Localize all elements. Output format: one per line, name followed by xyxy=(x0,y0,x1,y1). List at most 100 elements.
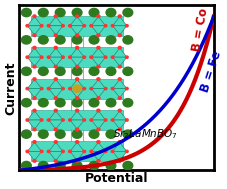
Circle shape xyxy=(55,161,65,170)
Circle shape xyxy=(61,150,64,153)
Polygon shape xyxy=(27,80,41,89)
Circle shape xyxy=(33,65,36,68)
Circle shape xyxy=(68,119,71,121)
Circle shape xyxy=(89,150,92,153)
Circle shape xyxy=(61,56,64,58)
Polygon shape xyxy=(70,26,84,35)
Circle shape xyxy=(21,130,31,138)
Circle shape xyxy=(96,128,99,131)
Circle shape xyxy=(75,160,78,162)
Polygon shape xyxy=(91,120,105,129)
Circle shape xyxy=(118,160,121,162)
Circle shape xyxy=(38,67,48,75)
Circle shape xyxy=(33,128,36,131)
Circle shape xyxy=(89,130,99,138)
Circle shape xyxy=(96,34,99,36)
Polygon shape xyxy=(91,48,105,57)
Polygon shape xyxy=(91,80,105,89)
Circle shape xyxy=(75,46,78,49)
Circle shape xyxy=(33,141,36,143)
Circle shape xyxy=(54,78,57,81)
Circle shape xyxy=(104,25,106,27)
Y-axis label: Current: Current xyxy=(4,61,17,115)
Circle shape xyxy=(89,88,92,90)
Circle shape xyxy=(82,88,85,90)
Circle shape xyxy=(104,119,106,121)
Polygon shape xyxy=(49,26,63,35)
Circle shape xyxy=(26,150,29,153)
Polygon shape xyxy=(27,89,41,98)
Circle shape xyxy=(111,88,114,90)
Circle shape xyxy=(47,150,50,153)
Circle shape xyxy=(47,25,50,27)
Polygon shape xyxy=(49,142,63,151)
Polygon shape xyxy=(70,151,84,160)
Circle shape xyxy=(89,99,99,107)
Polygon shape xyxy=(112,48,126,57)
X-axis label: Potential: Potential xyxy=(84,172,147,185)
Circle shape xyxy=(40,150,43,153)
Circle shape xyxy=(68,150,71,153)
Text: B = Fe: B = Fe xyxy=(197,49,223,94)
Circle shape xyxy=(96,109,99,112)
Circle shape xyxy=(75,128,78,131)
Circle shape xyxy=(122,130,132,138)
Circle shape xyxy=(75,15,78,18)
Circle shape xyxy=(21,67,31,75)
Polygon shape xyxy=(49,89,63,98)
Polygon shape xyxy=(70,17,84,26)
Bar xyxy=(31,16,122,36)
Circle shape xyxy=(68,56,71,58)
Circle shape xyxy=(33,78,36,81)
Circle shape xyxy=(72,99,82,107)
Polygon shape xyxy=(91,89,105,98)
Circle shape xyxy=(72,9,82,17)
Circle shape xyxy=(104,56,106,58)
Circle shape xyxy=(89,161,99,170)
Circle shape xyxy=(96,65,99,68)
Polygon shape xyxy=(49,151,63,160)
Polygon shape xyxy=(91,57,105,66)
Circle shape xyxy=(125,88,128,90)
Circle shape xyxy=(54,46,57,49)
Circle shape xyxy=(47,56,50,58)
Circle shape xyxy=(104,88,106,90)
Circle shape xyxy=(106,67,115,75)
Circle shape xyxy=(33,97,36,99)
Circle shape xyxy=(40,119,43,121)
Circle shape xyxy=(82,150,85,153)
Polygon shape xyxy=(27,57,41,66)
Circle shape xyxy=(118,78,121,81)
Polygon shape xyxy=(49,120,63,129)
Circle shape xyxy=(68,88,71,90)
Polygon shape xyxy=(70,80,84,89)
Polygon shape xyxy=(70,57,84,66)
Circle shape xyxy=(38,99,48,107)
Polygon shape xyxy=(112,142,126,151)
Circle shape xyxy=(125,25,128,27)
Polygon shape xyxy=(27,17,41,26)
Circle shape xyxy=(122,99,132,107)
Circle shape xyxy=(106,99,115,107)
Circle shape xyxy=(26,119,29,121)
Circle shape xyxy=(75,97,78,99)
Circle shape xyxy=(96,15,99,18)
Polygon shape xyxy=(112,80,126,89)
Circle shape xyxy=(118,109,121,112)
Circle shape xyxy=(26,25,29,27)
Circle shape xyxy=(54,97,57,99)
Text: B = Co: B = Co xyxy=(189,7,209,53)
Polygon shape xyxy=(112,120,126,129)
Bar xyxy=(31,47,122,67)
Circle shape xyxy=(118,141,121,143)
Circle shape xyxy=(122,67,132,75)
Circle shape xyxy=(111,25,114,27)
Circle shape xyxy=(89,119,92,121)
Text: Sr$_2$LaMnBO$_7$: Sr$_2$LaMnBO$_7$ xyxy=(112,127,177,141)
Circle shape xyxy=(122,161,132,170)
Circle shape xyxy=(33,34,36,36)
Polygon shape xyxy=(49,80,63,89)
Polygon shape xyxy=(70,111,84,120)
Circle shape xyxy=(40,25,43,27)
Circle shape xyxy=(89,36,99,44)
